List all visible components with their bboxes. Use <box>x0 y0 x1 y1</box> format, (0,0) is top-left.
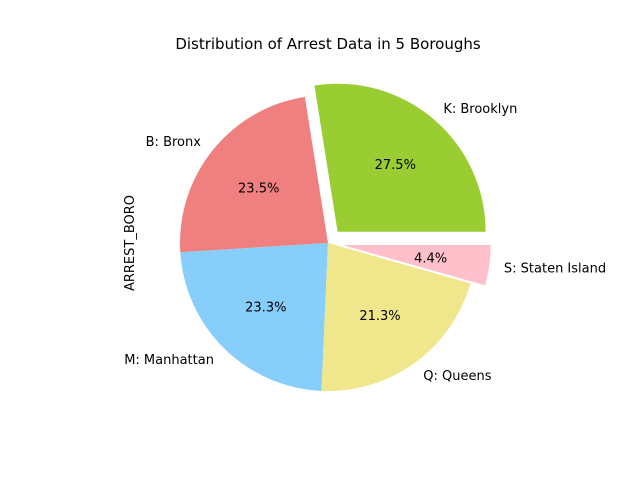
pie-slice-3 <box>180 243 328 391</box>
pie-labels: 27.5% K: Brooklyn 23.5% B: Bronx 23.3% M: Man… <box>124 102 606 384</box>
pie-slice-percent-2: 23.5% <box>238 181 279 196</box>
pie-slice-2 <box>179 96 328 253</box>
pie-slice-label-5: S: Staten Island <box>504 261 606 276</box>
pie-slice-percent-3: 23.3% <box>245 300 286 315</box>
pie-slices <box>179 83 491 391</box>
pie-slice-label-2: B: Bronx <box>146 135 202 150</box>
chart-title: Distribution of Arrest Data in 5 Borough… <box>175 35 481 53</box>
pie-slice-label-3: M: Manhattan <box>124 353 214 368</box>
pie-slice-label-1: K: Brooklyn <box>443 102 517 117</box>
pie-slice-label-4: Q: Queens <box>423 369 491 384</box>
pie-slice-percent-5: 4.4% <box>414 251 447 266</box>
pie-slice-percent-1: 27.5% <box>375 158 416 173</box>
pie-slice-5 <box>342 245 491 286</box>
y-axis-label: ARREST_BORO <box>123 195 138 291</box>
pie-slice-4 <box>321 243 471 391</box>
pie-slice-percent-4: 21.3% <box>359 309 400 324</box>
pie-slice-1 <box>314 83 486 232</box>
